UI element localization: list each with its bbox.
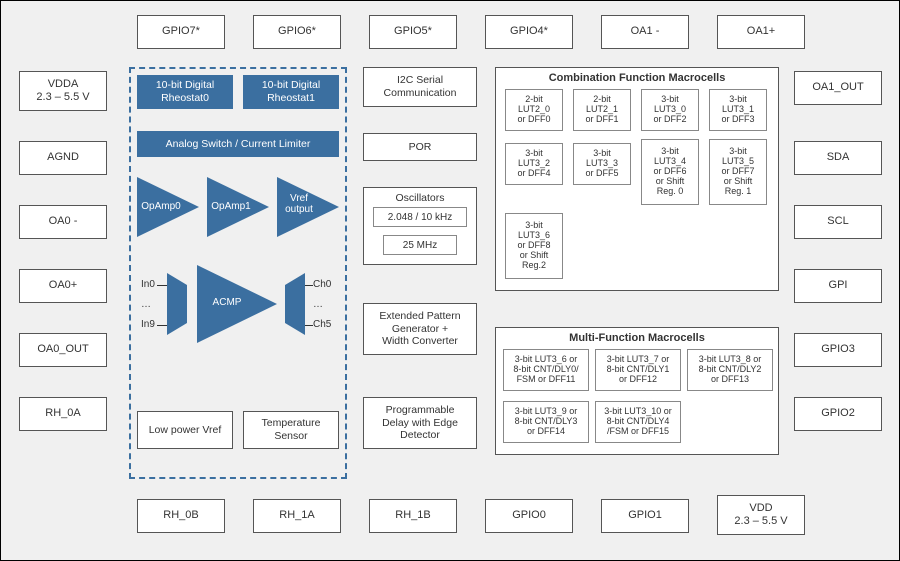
rheostat0: 10-bit Digital Rheostat0 — [137, 75, 233, 109]
pin-gpio4: GPIO4* — [485, 15, 573, 49]
acmp-shape — [197, 265, 277, 343]
pin-gpio1: GPIO1 — [601, 499, 689, 533]
combo-cell-0: 2-bit LUT2_0 or DFF0 — [505, 89, 563, 131]
pin-gpio5: GPIO5* — [369, 15, 457, 49]
combo-cell-8: 3-bit LUT3_6 or DFF8 or Shift Reg.2 — [505, 213, 563, 279]
output-mux-shape — [285, 273, 305, 335]
pin-rh1a: RH_1A — [253, 499, 341, 533]
rheostat1: 10-bit Digital Rheostat1 — [243, 75, 339, 109]
pin-rh0a: RH_0A — [19, 397, 107, 431]
in-dots: … — [141, 299, 151, 310]
temp-sensor: Temperature Sensor — [243, 411, 339, 449]
pin-agnd: AGND — [19, 141, 107, 175]
osc-25mhz: 25 MHz — [383, 235, 457, 255]
combo-cell-3: 3-bit LUT3_1 or DFF3 — [709, 89, 767, 131]
por-block: POR — [363, 133, 477, 161]
pin-gpio6: GPIO6* — [253, 15, 341, 49]
ch-dots: … — [313, 299, 323, 310]
pin-gpio3: GPIO3 — [794, 333, 882, 367]
combo-cell-1: 2-bit LUT2_1 or DFF1 — [573, 89, 631, 131]
pin-rh1b: RH_1B — [369, 499, 457, 533]
multi-cell-3: 3-bit LUT3_9 or 8-bit CNT/DLY3 or DFF14 — [503, 401, 589, 443]
pin-gpio0: GPIO0 — [485, 499, 573, 533]
pin-vdd: VDD 2.3 – 5.5 V — [717, 495, 805, 535]
pin-oa0-minus: OA0 - — [19, 205, 107, 239]
pin-scl: SCL — [794, 205, 882, 239]
pin-oa0-out: OA0_OUT — [19, 333, 107, 367]
pin-rh0b: RH_0B — [137, 499, 225, 533]
multi-title: Multi-Function Macrocells — [496, 332, 778, 344]
pin-oa1-plus: OA1+ — [717, 15, 805, 49]
pin-gpi: GPI — [794, 269, 882, 303]
opamp0-shape — [137, 177, 199, 237]
epg-block: Extended Pattern Generator + Width Conve… — [363, 303, 477, 355]
multi-cell-0: 3-bit LUT3_6 or 8-bit CNT/DLY0/ FSM or D… — [503, 349, 589, 391]
combo-cell-7: 3-bit LUT3_5 or DFF7 or Shift Reg. 1 — [709, 139, 767, 205]
pin-oa1-minus: OA1 - — [601, 15, 689, 49]
input-mux-shape — [167, 273, 187, 335]
pin-oa1-out: OA1_OUT — [794, 71, 882, 105]
combo-cell-2: 3-bit LUT3_0 or DFF2 — [641, 89, 699, 131]
opamp1-shape — [207, 177, 269, 237]
i2c-block: I2C Serial Communication — [363, 67, 477, 107]
osc-2048: 2.048 / 10 kHz — [373, 207, 467, 227]
pin-oa0-plus: OA0+ — [19, 269, 107, 303]
combo-cell-5: 3-bit LUT3_3 or DFF5 — [573, 143, 631, 185]
pin-sda: SDA — [794, 141, 882, 175]
multi-cell-4: 3-bit LUT3_10 or 8-bit CNT/DLY4 /FSM or … — [595, 401, 681, 443]
osc-title: Oscillators — [395, 192, 444, 205]
pdly-block: Programmable Delay with Edge Detector — [363, 397, 477, 449]
ch5-label: Ch5 — [313, 319, 331, 330]
ch0-label: Ch0 — [313, 279, 331, 290]
in0-label: In0 — [141, 279, 155, 290]
analog-switch: Analog Switch / Current Limiter — [137, 131, 339, 157]
multi-cell-2: 3-bit LUT3_8 or 8-bit CNT/DLY2 or DFF13 — [687, 349, 773, 391]
combo-title: Combination Function Macrocells — [496, 72, 778, 84]
multi-cell-1: 3-bit LUT3_7 or 8-bit CNT/DLY1 or DFF12 — [595, 349, 681, 391]
low-power-vref: Low power Vref — [137, 411, 233, 449]
in9-label: In9 — [141, 319, 155, 330]
pin-gpio7: GPIO7* — [137, 15, 225, 49]
vref-out-shape — [277, 177, 339, 237]
combo-cell-4: 3-bit LUT3_2 or DFF4 — [505, 143, 563, 185]
combo-cell-6: 3-bit LUT3_4 or DFF6 or Shift Reg. 0 — [641, 139, 699, 205]
pin-vdda: VDDA 2.3 – 5.5 V — [19, 71, 107, 111]
pin-gpio2: GPIO2 — [794, 397, 882, 431]
